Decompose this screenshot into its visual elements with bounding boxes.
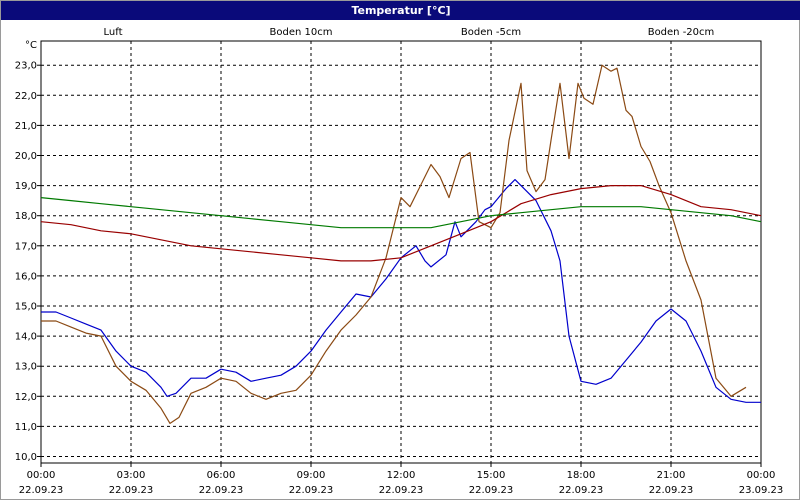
window-title: Temperatur [°C] <box>1 1 800 20</box>
x-tick-time-label: 03:00 <box>117 470 146 481</box>
y-tick-label: 14,0 <box>15 332 37 343</box>
x-tick-time-label: 09:00 <box>297 470 326 481</box>
x-tick-time-label: 06:00 <box>207 470 236 481</box>
y-tick-label: 16,0 <box>15 271 37 282</box>
y-tick-label: 19,0 <box>15 181 37 192</box>
x-tick-date-label: 22.09.23 <box>379 485 424 496</box>
x-tick-date-label: 22.09.23 <box>19 485 64 496</box>
series-lines <box>40 64 762 424</box>
x-tick-time-label: 12:00 <box>387 470 416 481</box>
y-tick-label: 22,0 <box>15 91 37 102</box>
x-tick-date-label: 22.09.23 <box>289 485 334 496</box>
x-axis-ticks: 00:00 22.09.23 03:00 22.09.23 06:00 22.09.23 0… <box>19 463 784 496</box>
y-tick-label: 13,0 <box>15 362 37 373</box>
y-tick-label: 11,0 <box>15 422 37 433</box>
legend-label-luft: Luft <box>104 27 123 38</box>
y-axis-unit-label: °C <box>25 40 37 51</box>
series-line-luft <box>41 179 761 403</box>
x-tick-date-label: 22.09.23 <box>199 485 244 496</box>
x-tick-date-label: 22.09.23 <box>559 485 604 496</box>
x-tick-time-label: 00:00 <box>27 470 56 481</box>
y-tick-label: 18,0 <box>15 211 37 222</box>
legend: Luft Boden 10cm Boden -5cm Boden -20cm <box>104 27 715 38</box>
x-tick-time-label: 15:00 <box>477 470 506 481</box>
x-tick-date-label: 22.09.23 <box>649 485 694 496</box>
y-tick-label: 21,0 <box>15 121 37 132</box>
x-tick-date-label: 22.09.23 <box>469 485 514 496</box>
y-tick-label: 23,0 <box>15 61 37 72</box>
x-tick-time-label: 21:00 <box>657 470 686 481</box>
legend-label-boden-10cm: Boden 10cm <box>270 27 333 38</box>
x-tick-date-label: 23.09.23 <box>739 485 784 496</box>
x-tick-time-label: 18:00 <box>567 470 596 481</box>
y-tick-label: 10,0 <box>15 452 37 463</box>
legend-label-boden-20cm: Boden -20cm <box>648 27 715 38</box>
series-line-boden-5cm <box>40 185 762 262</box>
y-axis-ticks: 10,0 11,0 12,0 13,0 14,0 15,0 16,0 17,0 18,0 19,0… <box>15 61 41 463</box>
y-tick-label: 20,0 <box>15 151 37 162</box>
series-line-boden-10cm <box>41 64 747 424</box>
series-line-boden-20cm <box>40 197 762 229</box>
y-tick-label: 17,0 <box>15 241 37 252</box>
legend-label-boden-5cm: Boden -5cm <box>461 27 521 38</box>
y-tick-label: 12,0 <box>15 392 37 403</box>
x-tick-date-label: 22.09.23 <box>109 485 154 496</box>
x-tick-time-label: 00:00 <box>747 470 776 481</box>
y-tick-label: 15,0 <box>15 302 37 313</box>
